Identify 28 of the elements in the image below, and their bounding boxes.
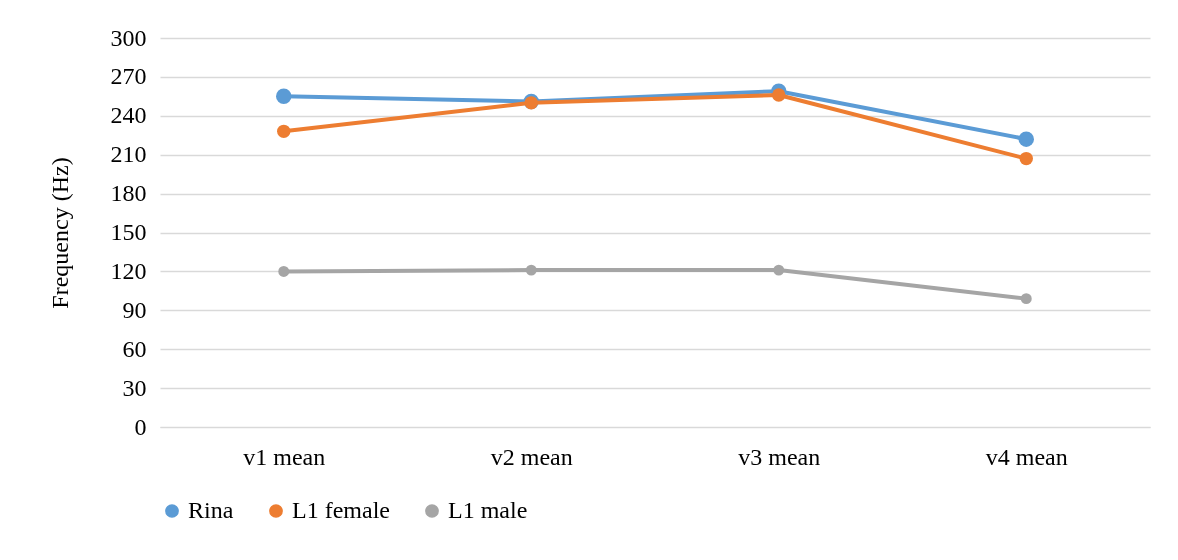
legend-label: L1 female: [292, 497, 390, 523]
y-tick-label: 300: [110, 24, 147, 51]
y-tick-label: 60: [122, 335, 147, 362]
y-axis-title: Frequency (Hz): [46, 157, 73, 309]
legend-label: Rina: [188, 497, 234, 523]
point: [278, 265, 290, 277]
x-tick-label: v4 mean: [985, 443, 1068, 470]
y-tick-label: 0: [134, 413, 147, 440]
x-tick-label: v1 mean: [243, 443, 326, 470]
y-tick-label: 150: [110, 219, 147, 245]
y-tick-label: 120: [110, 257, 147, 284]
point: [1018, 131, 1034, 147]
point: [1019, 151, 1033, 166]
y-tick-label: 240: [110, 102, 147, 129]
x-tick-label: v3 mean: [738, 443, 821, 470]
y-tick-label: 30: [122, 374, 147, 401]
point: [773, 264, 785, 276]
point: [525, 264, 537, 276]
legend-label: L1 male: [448, 497, 528, 523]
y-tick-label: 180: [110, 180, 147, 207]
point: [277, 124, 291, 139]
point: [276, 88, 292, 105]
y-tick-label: 210: [110, 141, 147, 168]
y-tick-label: 270: [110, 63, 147, 90]
point: [772, 88, 786, 102]
x-tick-label: v2 mean: [490, 443, 573, 470]
y-tick-label: 90: [122, 296, 147, 323]
point: [1020, 293, 1032, 305]
